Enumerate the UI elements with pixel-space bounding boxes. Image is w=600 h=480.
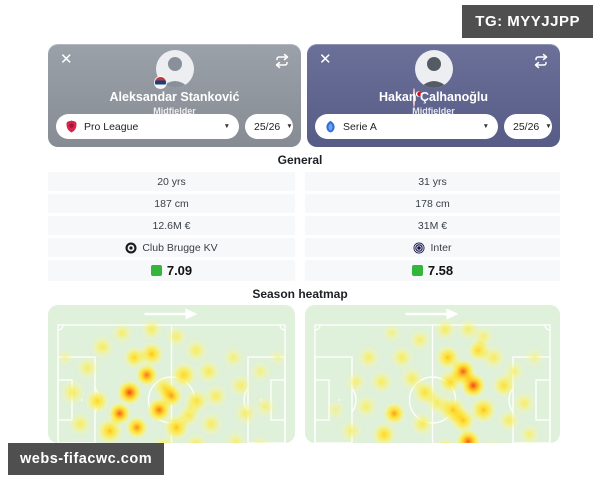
market-value-row: 31M € <box>305 216 560 235</box>
rating-row: 7.09 <box>48 260 295 281</box>
turkey-flag-icon <box>412 88 422 107</box>
swap-player-icon[interactable] <box>274 53 290 74</box>
rating-row: 7.58 <box>305 260 560 281</box>
player-card-stankovic: ✕ Aleksandar Stanković <box>48 44 301 147</box>
heatmap-pitch-left <box>48 305 295 443</box>
website-watermark-badge: webs-fifacwc.com <box>8 443 165 475</box>
rating-color-box <box>150 265 162 276</box>
serie-a-icon <box>326 120 335 133</box>
swap-player-icon[interactable] <box>533 53 549 74</box>
height-row: 187 cm <box>48 194 295 213</box>
player-position: Midfielder <box>412 106 455 116</box>
stats-column-right: 31 yrs 178 cm 31M € Inter 7.58 <box>305 172 560 284</box>
season-select-value: 25/26 <box>513 120 540 133</box>
general-stats-grid: 20 yrs 187 cm 12.6M € Club Brugge KV 7.0… <box>48 172 560 284</box>
season-select[interactable]: 25/26 ▼ <box>504 114 552 139</box>
season-select-value: 25/26 <box>254 120 281 133</box>
close-icon[interactable]: ✕ <box>319 51 332 68</box>
club-row: Inter <box>305 238 560 257</box>
pro-league-icon <box>66 120 77 133</box>
player-name: Aleksandar Stanković <box>109 90 240 104</box>
league-select[interactable]: Pro League ▼ <box>56 114 239 139</box>
chevron-down-icon: ▼ <box>223 123 230 130</box>
chevron-down-icon: ▼ <box>482 123 489 130</box>
heatmap-canvas <box>48 305 295 443</box>
age-row: 20 yrs <box>48 172 295 191</box>
player-position: Midfielder <box>153 106 196 116</box>
player-card-calhanoglu: ✕ <box>307 44 560 147</box>
season-select[interactable]: 25/26 ▼ <box>245 114 293 139</box>
close-icon[interactable]: ✕ <box>60 51 73 68</box>
inter-badge-icon <box>413 242 425 253</box>
heatmaps-row <box>48 305 560 443</box>
player-cards-row: ✕ Aleksandar Stanković <box>48 44 560 147</box>
avatar <box>153 50 194 89</box>
rating-color-box <box>411 265 423 276</box>
market-value-row: 12.6M € <box>48 216 295 235</box>
telegram-watermark-badge: TG: MYYJJPP <box>462 5 593 38</box>
chevron-down-icon: ▼ <box>286 123 293 130</box>
age-row: 31 yrs <box>305 172 560 191</box>
player-name: Hakan Çalhanoğlu <box>378 90 489 104</box>
club-brugge-badge-icon <box>125 242 137 253</box>
club-row: Club Brugge KV <box>48 238 295 257</box>
heatmap-canvas <box>305 305 560 443</box>
serbia-flag-icon <box>153 76 167 89</box>
heatmap-pitch-right <box>305 305 560 443</box>
league-select-value: Pro League <box>84 120 139 133</box>
heatmap-section-heading: Season heatmap <box>252 287 348 301</box>
chevron-down-icon: ▼ <box>545 123 552 130</box>
league-select-value: Serie A <box>343 120 377 133</box>
general-section-heading: General <box>277 153 323 167</box>
avatar <box>412 50 453 107</box>
stats-column-left: 20 yrs 187 cm 12.6M € Club Brugge KV 7.0… <box>48 172 295 284</box>
height-row: 178 cm <box>305 194 560 213</box>
league-select[interactable]: Serie A ▼ <box>315 114 498 139</box>
